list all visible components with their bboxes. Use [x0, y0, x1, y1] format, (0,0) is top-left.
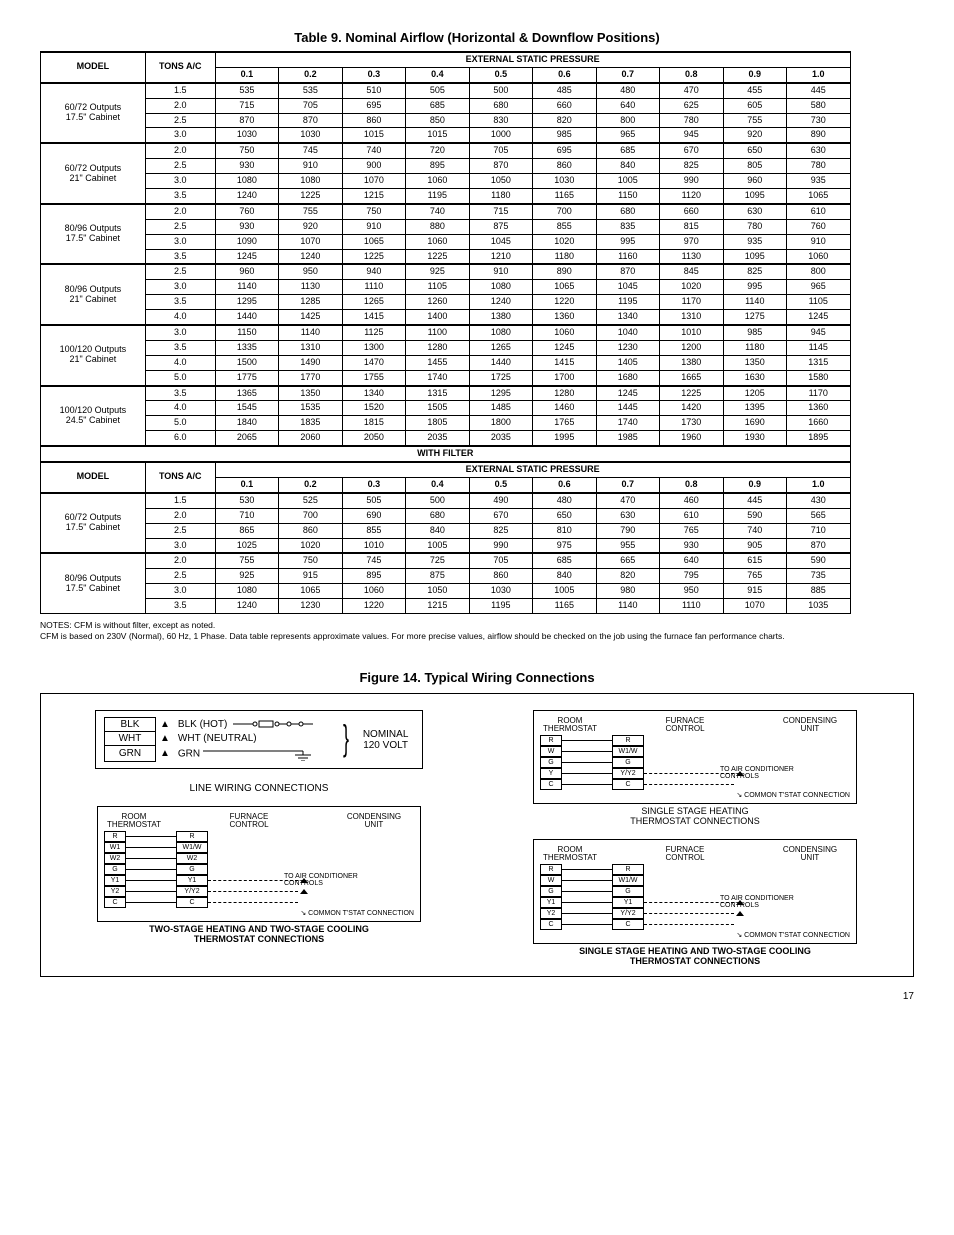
page-number: 17 [40, 991, 914, 1002]
airflow-table: MODELTONS A/CEXTERNAL STATIC PRESSURE0.1… [40, 51, 914, 614]
figure-title: Figure 14. Typical Wiring Connections [40, 670, 914, 685]
table-notes: NOTES: CFM is without filter, except as … [40, 620, 914, 642]
thermostat-box: ROOMTHERMOSTATFURNACECONTROLCONDENSINGUN… [533, 710, 857, 804]
thermostat-box: ROOMTHERMOSTATFURNACECONTROLCONDENSINGUN… [97, 806, 421, 922]
table-title: Table 9. Nominal Airflow (Horizontal & D… [40, 30, 914, 45]
line-wiring-box: BLK▲BLK (HOT) }NOMINAL120 VOLTWHT▲WHT (N… [95, 710, 423, 769]
thermostat-box: ROOMTHERMOSTATFURNACECONTROLCONDENSINGUN… [533, 839, 857, 944]
figure-box: BLK▲BLK (HOT) }NOMINAL120 VOLTWHT▲WHT (N… [40, 693, 914, 977]
